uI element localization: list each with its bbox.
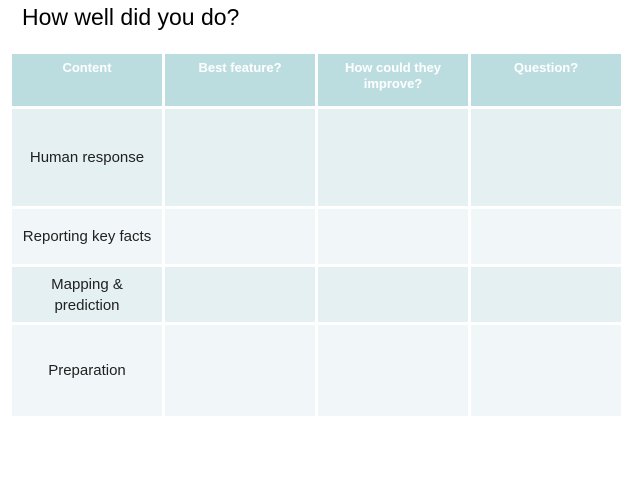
row-label-preparation: Preparation xyxy=(12,325,162,416)
cell-preparation-improve xyxy=(318,325,468,416)
cell-preparation-best-feature xyxy=(165,325,315,416)
feedback-table: Content Best feature? How could they imp… xyxy=(12,54,621,416)
column-header-content: Content xyxy=(12,54,162,106)
cell-human-response-improve xyxy=(318,109,468,206)
cell-human-response-question xyxy=(471,109,621,206)
cell-human-response-best-feature xyxy=(165,109,315,206)
column-header-improve: How could they improve? xyxy=(318,54,468,106)
column-header-question: Question? xyxy=(471,54,621,106)
row-label-human-response: Human response xyxy=(12,109,162,206)
cell-mapping-prediction-improve xyxy=(318,267,468,322)
row-label-reporting-key-facts: Reporting key facts xyxy=(12,209,162,264)
cell-reporting-key-facts-question xyxy=(471,209,621,264)
cell-mapping-prediction-question xyxy=(471,267,621,322)
cell-preparation-question xyxy=(471,325,621,416)
cell-reporting-key-facts-best-feature xyxy=(165,209,315,264)
cell-reporting-key-facts-improve xyxy=(318,209,468,264)
cell-mapping-prediction-best-feature xyxy=(165,267,315,322)
column-header-best-feature: Best feature? xyxy=(165,54,315,106)
row-label-mapping-prediction: Mapping & prediction xyxy=(12,267,162,322)
slide-title: How well did you do? xyxy=(22,4,240,30)
